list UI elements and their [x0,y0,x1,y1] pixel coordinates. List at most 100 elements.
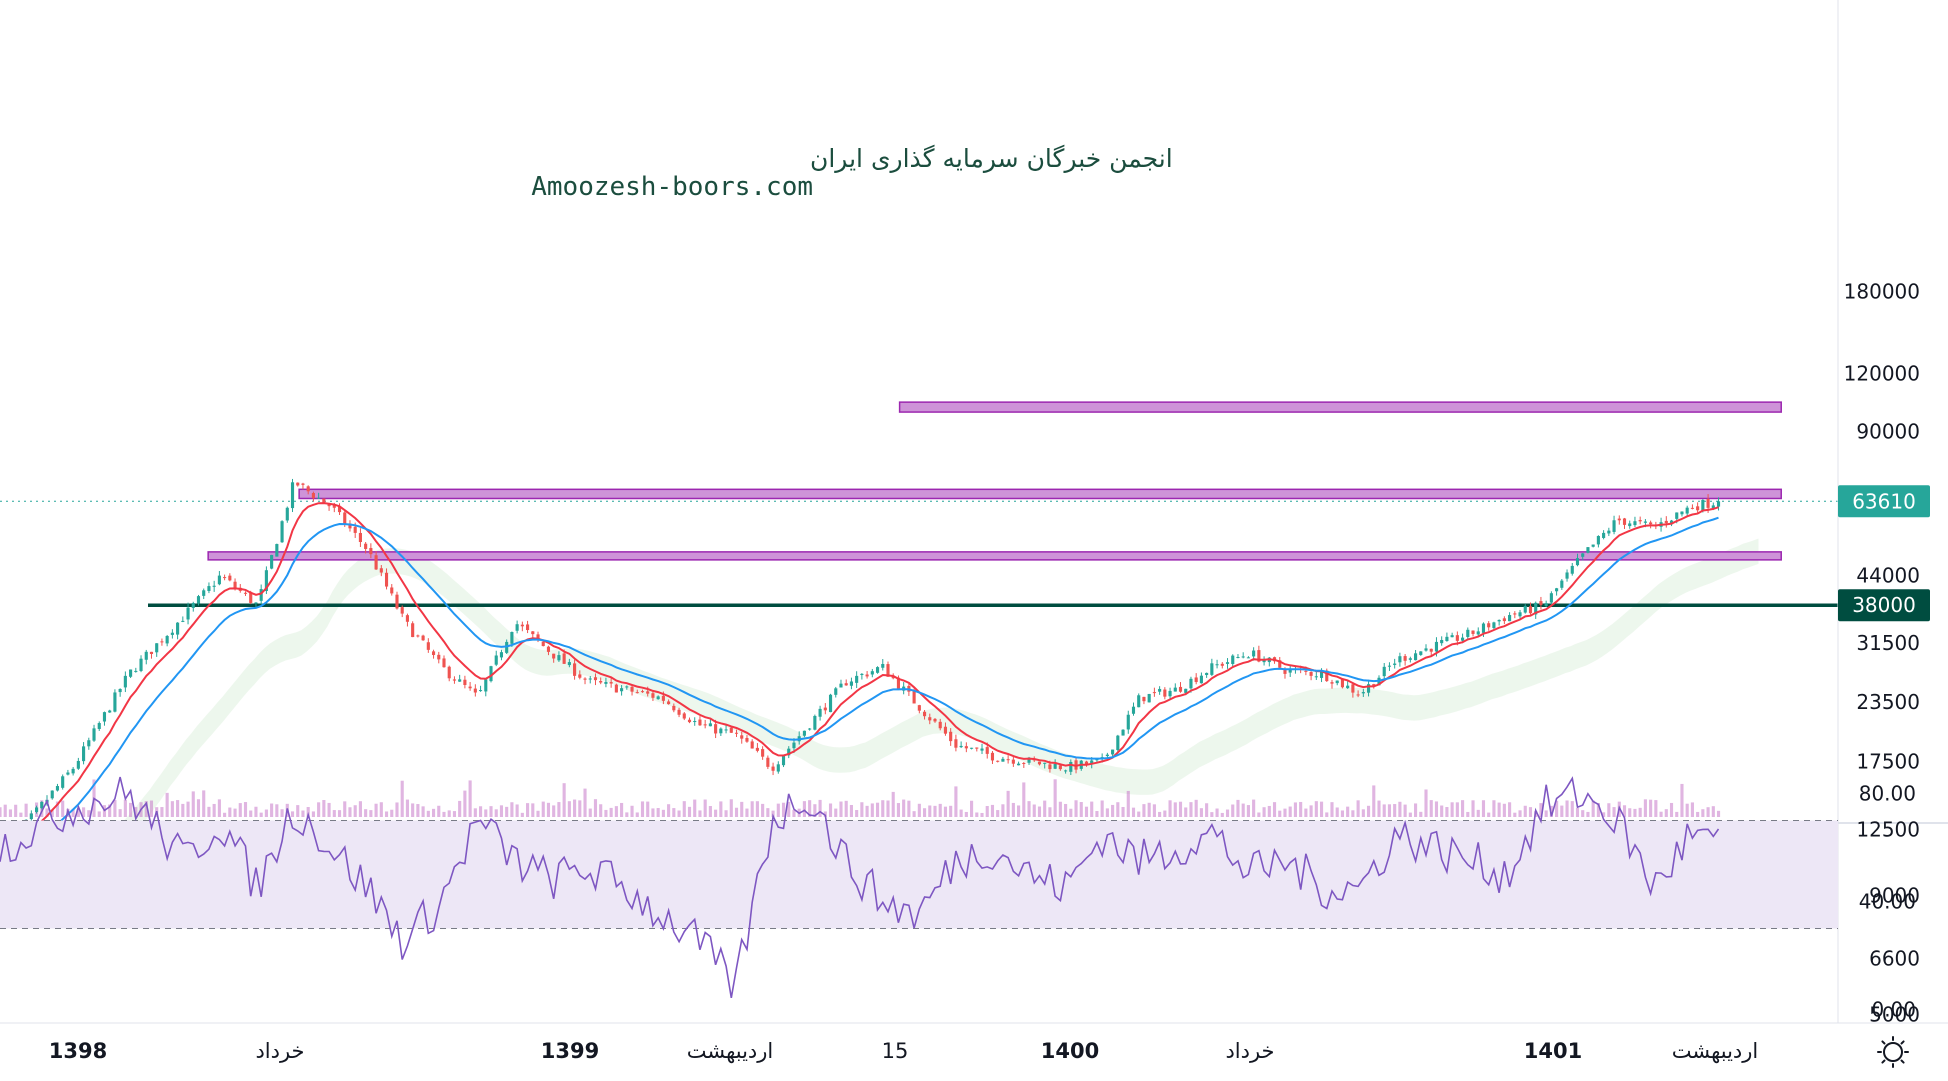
candle-body [1225,662,1230,664]
candle-body [384,572,389,587]
candle-body [1372,684,1376,687]
candle-body [494,655,498,665]
volume-bar [1685,803,1689,817]
volume-bar [959,809,963,817]
candle-body [750,741,754,749]
volume-bar [1178,801,1183,817]
candle-body [61,776,65,788]
candle-body [771,766,775,771]
resistance-zones[interactable] [207,401,1782,561]
volume-bar [1231,804,1235,817]
candle-body [249,592,253,603]
volume-bar [541,801,545,817]
rsi-axis[interactable]: 80.00 40.00 0.00 [1859,782,1916,1022]
volume-bar [1466,811,1470,817]
volume-bar [1173,802,1177,817]
volume-bar [484,809,488,817]
volume-bar [912,811,916,817]
volume-bar [1518,810,1522,817]
candle-body [40,801,44,809]
volume-bar [1319,801,1324,817]
candle-body [1262,660,1266,663]
volume-bar [249,810,253,817]
volume-bar [943,806,948,817]
candle-body [149,651,154,655]
candle-body [1675,512,1679,519]
volume-bar [510,802,514,817]
candle-body [191,603,195,608]
candle-body [76,760,80,769]
resistance-zone[interactable] [207,551,1782,561]
volume-bar [1184,807,1188,817]
volume-bar [980,812,984,817]
volume-bar [990,804,995,817]
volume-bar [87,810,91,817]
rsi-pane[interactable] [0,776,1838,999]
volume-bar [922,808,927,817]
candle-body [186,607,190,620]
resistance-zone[interactable] [298,488,1782,500]
candle-body [1017,763,1021,766]
volume-bar [745,808,749,817]
candle-body [1565,572,1569,579]
candle-body [374,555,378,570]
candle-body [792,742,796,749]
candle-body [447,666,451,679]
candle-body [108,710,112,713]
candle-body [1696,506,1700,511]
candle-body [1607,530,1611,534]
candle-body [1252,650,1256,657]
volume-bar [1126,790,1130,817]
candle-body [1461,637,1465,641]
volume-bar [515,804,519,817]
volume-bar [766,808,770,817]
candle-body [740,735,744,739]
volume-bar [275,804,279,817]
candle-body [849,681,853,686]
volume-bar [384,811,389,817]
candle-body [1612,520,1616,532]
volume-bar [1304,808,1308,817]
candle-body [144,651,148,660]
candle-body [1351,684,1355,693]
candle-body [390,587,394,594]
volume-bar [1262,807,1266,817]
candle-body [834,688,838,695]
volume-bar [1346,806,1350,817]
candle-body [1403,656,1407,661]
volume-bar [14,804,18,817]
candle-body [1424,648,1428,651]
resistance-zone[interactable] [898,401,1782,413]
time-axis[interactable]: 1398 خرداد 1399 اردیبهشت 15 1400 خرداد 1401 اردی… [49,1039,1759,1063]
volume-bar [1445,807,1449,817]
settings-gear-icon[interactable] [1877,1036,1909,1068]
volume-bar [1570,801,1574,817]
candle-body [1111,749,1115,755]
volume-bar [1032,804,1036,817]
candle-body [1434,641,1439,652]
candle-body [484,679,488,692]
volume-bar [473,808,477,817]
volume-bar [865,805,869,817]
price-axis[interactable]: 180000 120000 90000 63610 44000 38000 31500 235… [1838,279,1930,1026]
candle-body [1184,688,1188,693]
horizontal-levels[interactable] [0,500,1838,607]
volume-bar [1095,811,1099,817]
time-tick-label: 15 [882,1039,909,1063]
volume-bar [108,804,112,817]
candle-body [301,483,305,485]
volume-bar [1664,809,1668,817]
candle-body [672,705,676,711]
volume-bar [755,801,759,817]
candle-body [1549,593,1553,603]
volume-bar [693,799,697,817]
candle-body [1189,678,1193,689]
candle-body [693,721,697,723]
volume-bar [1090,801,1094,817]
volume-bar [1377,800,1381,817]
candle-body [1043,762,1047,764]
volume-bar [369,810,373,817]
candle-body [839,683,843,688]
candle-body [332,505,336,508]
